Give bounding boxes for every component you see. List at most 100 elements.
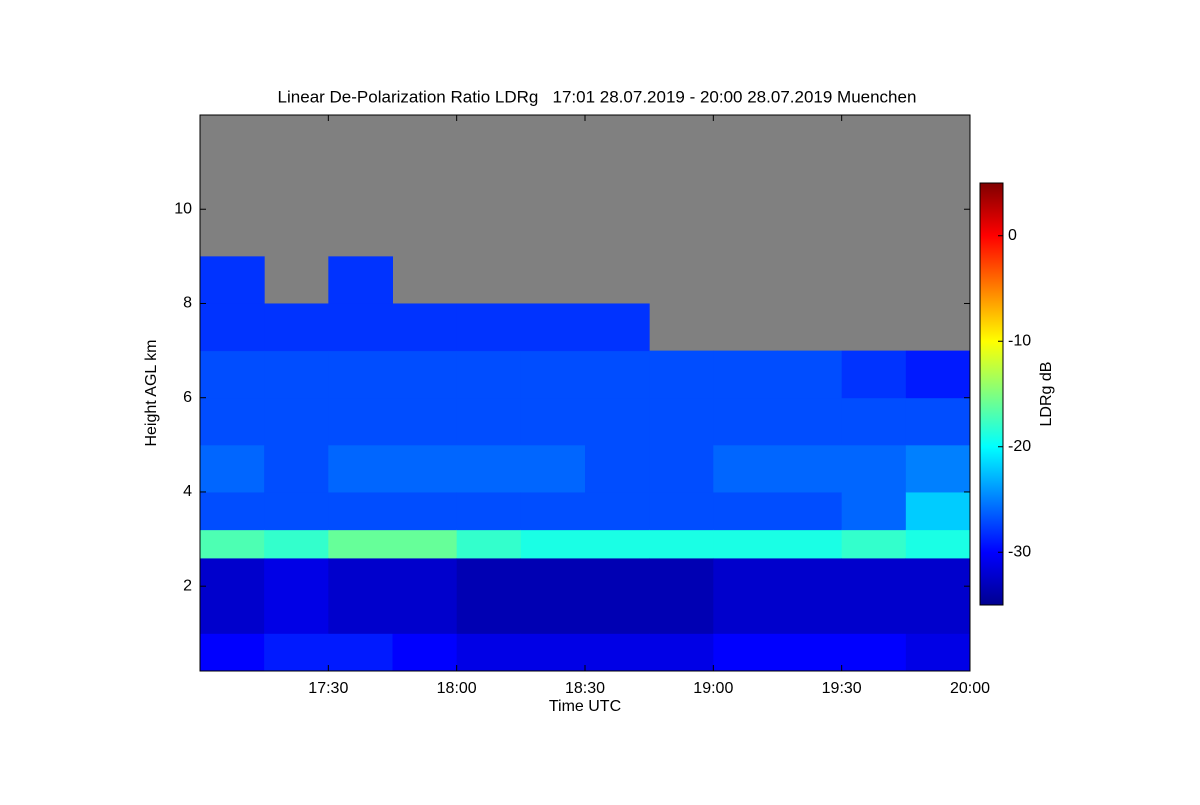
heat-cell	[328, 444, 393, 493]
heat-cell	[392, 557, 458, 587]
x-tick-label: 19:00	[693, 680, 733, 697]
heat-cell	[328, 529, 393, 559]
heat-cell	[200, 303, 265, 352]
heat-cell	[392, 491, 458, 531]
heat-cell	[328, 586, 393, 634]
x-tick-label: 17:30	[308, 680, 348, 697]
heat-cell	[200, 397, 265, 446]
heat-cell	[841, 491, 907, 531]
heat-cell	[905, 350, 971, 399]
heat-cell	[456, 397, 522, 446]
heat-cell	[777, 633, 843, 672]
heat-cell	[905, 397, 971, 446]
heat-cell	[841, 444, 907, 493]
heat-cell	[713, 529, 778, 559]
heat-cell	[585, 529, 650, 559]
heat-cell	[520, 397, 586, 446]
heat-cell	[585, 557, 650, 587]
heat-cell	[713, 633, 778, 672]
heat-cell	[200, 350, 265, 399]
heat-cell	[456, 633, 522, 672]
heat-cell	[713, 444, 778, 493]
heat-cell	[777, 491, 843, 531]
heat-cell	[200, 491, 265, 531]
colorbar-tick-label: 0	[1008, 227, 1017, 244]
heat-cell	[777, 557, 843, 587]
y-tick-label: 6	[183, 389, 192, 406]
heat-cell	[841, 557, 907, 587]
x-axis-label: Time UTC	[549, 698, 621, 715]
heat-cell	[264, 586, 329, 634]
heat-cell	[200, 444, 265, 493]
heat-cell	[585, 633, 650, 672]
x-tick-label: 20:00	[950, 680, 990, 697]
heat-cell	[905, 529, 971, 559]
heat-cell	[649, 529, 714, 559]
heat-cell	[520, 586, 586, 634]
heat-cell	[649, 397, 714, 446]
heat-cell	[713, 557, 778, 587]
heat-cell	[264, 491, 329, 531]
heat-cell	[392, 350, 458, 399]
heat-cell	[649, 586, 714, 634]
x-tick-label: 18:30	[565, 680, 605, 697]
heat-cell	[456, 586, 522, 634]
heat-cell	[713, 491, 778, 531]
heat-cell	[841, 586, 907, 634]
heat-cell	[264, 633, 329, 672]
heat-cell	[585, 397, 650, 446]
heat-cell	[905, 557, 971, 587]
heat-cell	[200, 557, 265, 587]
colorbar-tick-label: -30	[1008, 543, 1031, 560]
heat-cell	[328, 491, 393, 531]
x-tick-label: 19:30	[822, 680, 862, 697]
heat-cell	[905, 633, 971, 672]
heat-cell	[456, 491, 522, 531]
y-tick-label: 8	[183, 295, 192, 312]
heat-cell	[392, 529, 458, 559]
heat-cell	[649, 633, 714, 672]
heat-cell	[585, 586, 650, 634]
heat-cell	[328, 633, 393, 672]
y-axis-label: Height AGL km	[143, 339, 160, 446]
heat-cell	[905, 491, 971, 531]
heat-cell	[905, 444, 971, 493]
heat-cell	[328, 557, 393, 587]
heat-cell	[713, 586, 778, 634]
heat-cell	[200, 529, 265, 559]
heat-cell	[200, 633, 265, 672]
heat-cell	[905, 586, 971, 634]
colorbar-tick-label: -20	[1008, 438, 1031, 455]
heat-cell	[264, 444, 329, 493]
heat-cell	[841, 397, 907, 446]
heat-cell	[456, 350, 522, 399]
heat-cell	[649, 557, 714, 587]
heat-cell	[264, 529, 329, 559]
heat-cell	[392, 303, 458, 352]
heat-cell	[649, 350, 714, 399]
heat-cell	[585, 303, 650, 352]
heat-cell	[777, 586, 843, 634]
heat-cell	[520, 444, 586, 493]
heat-cell	[713, 350, 778, 399]
heat-cell	[777, 397, 843, 446]
heat-cell	[777, 444, 843, 493]
heat-cell	[456, 444, 522, 493]
heat-cell	[585, 491, 650, 531]
y-tick-label: 10	[174, 200, 192, 217]
heat-cell	[777, 350, 843, 399]
x-tick-label: 18:00	[437, 680, 477, 697]
heat-cell	[200, 256, 265, 304]
heat-cell	[392, 397, 458, 446]
heat-cell	[649, 444, 714, 493]
heat-cell	[841, 350, 907, 399]
heat-cell	[328, 256, 393, 304]
heat-cell	[649, 491, 714, 531]
heat-cell	[392, 586, 458, 634]
colorbar	[979, 182, 1004, 606]
y-tick-label: 4	[183, 483, 192, 500]
heat-cell	[264, 397, 329, 446]
heat-cell	[585, 444, 650, 493]
heat-cell	[264, 303, 329, 352]
heat-cell	[392, 444, 458, 493]
